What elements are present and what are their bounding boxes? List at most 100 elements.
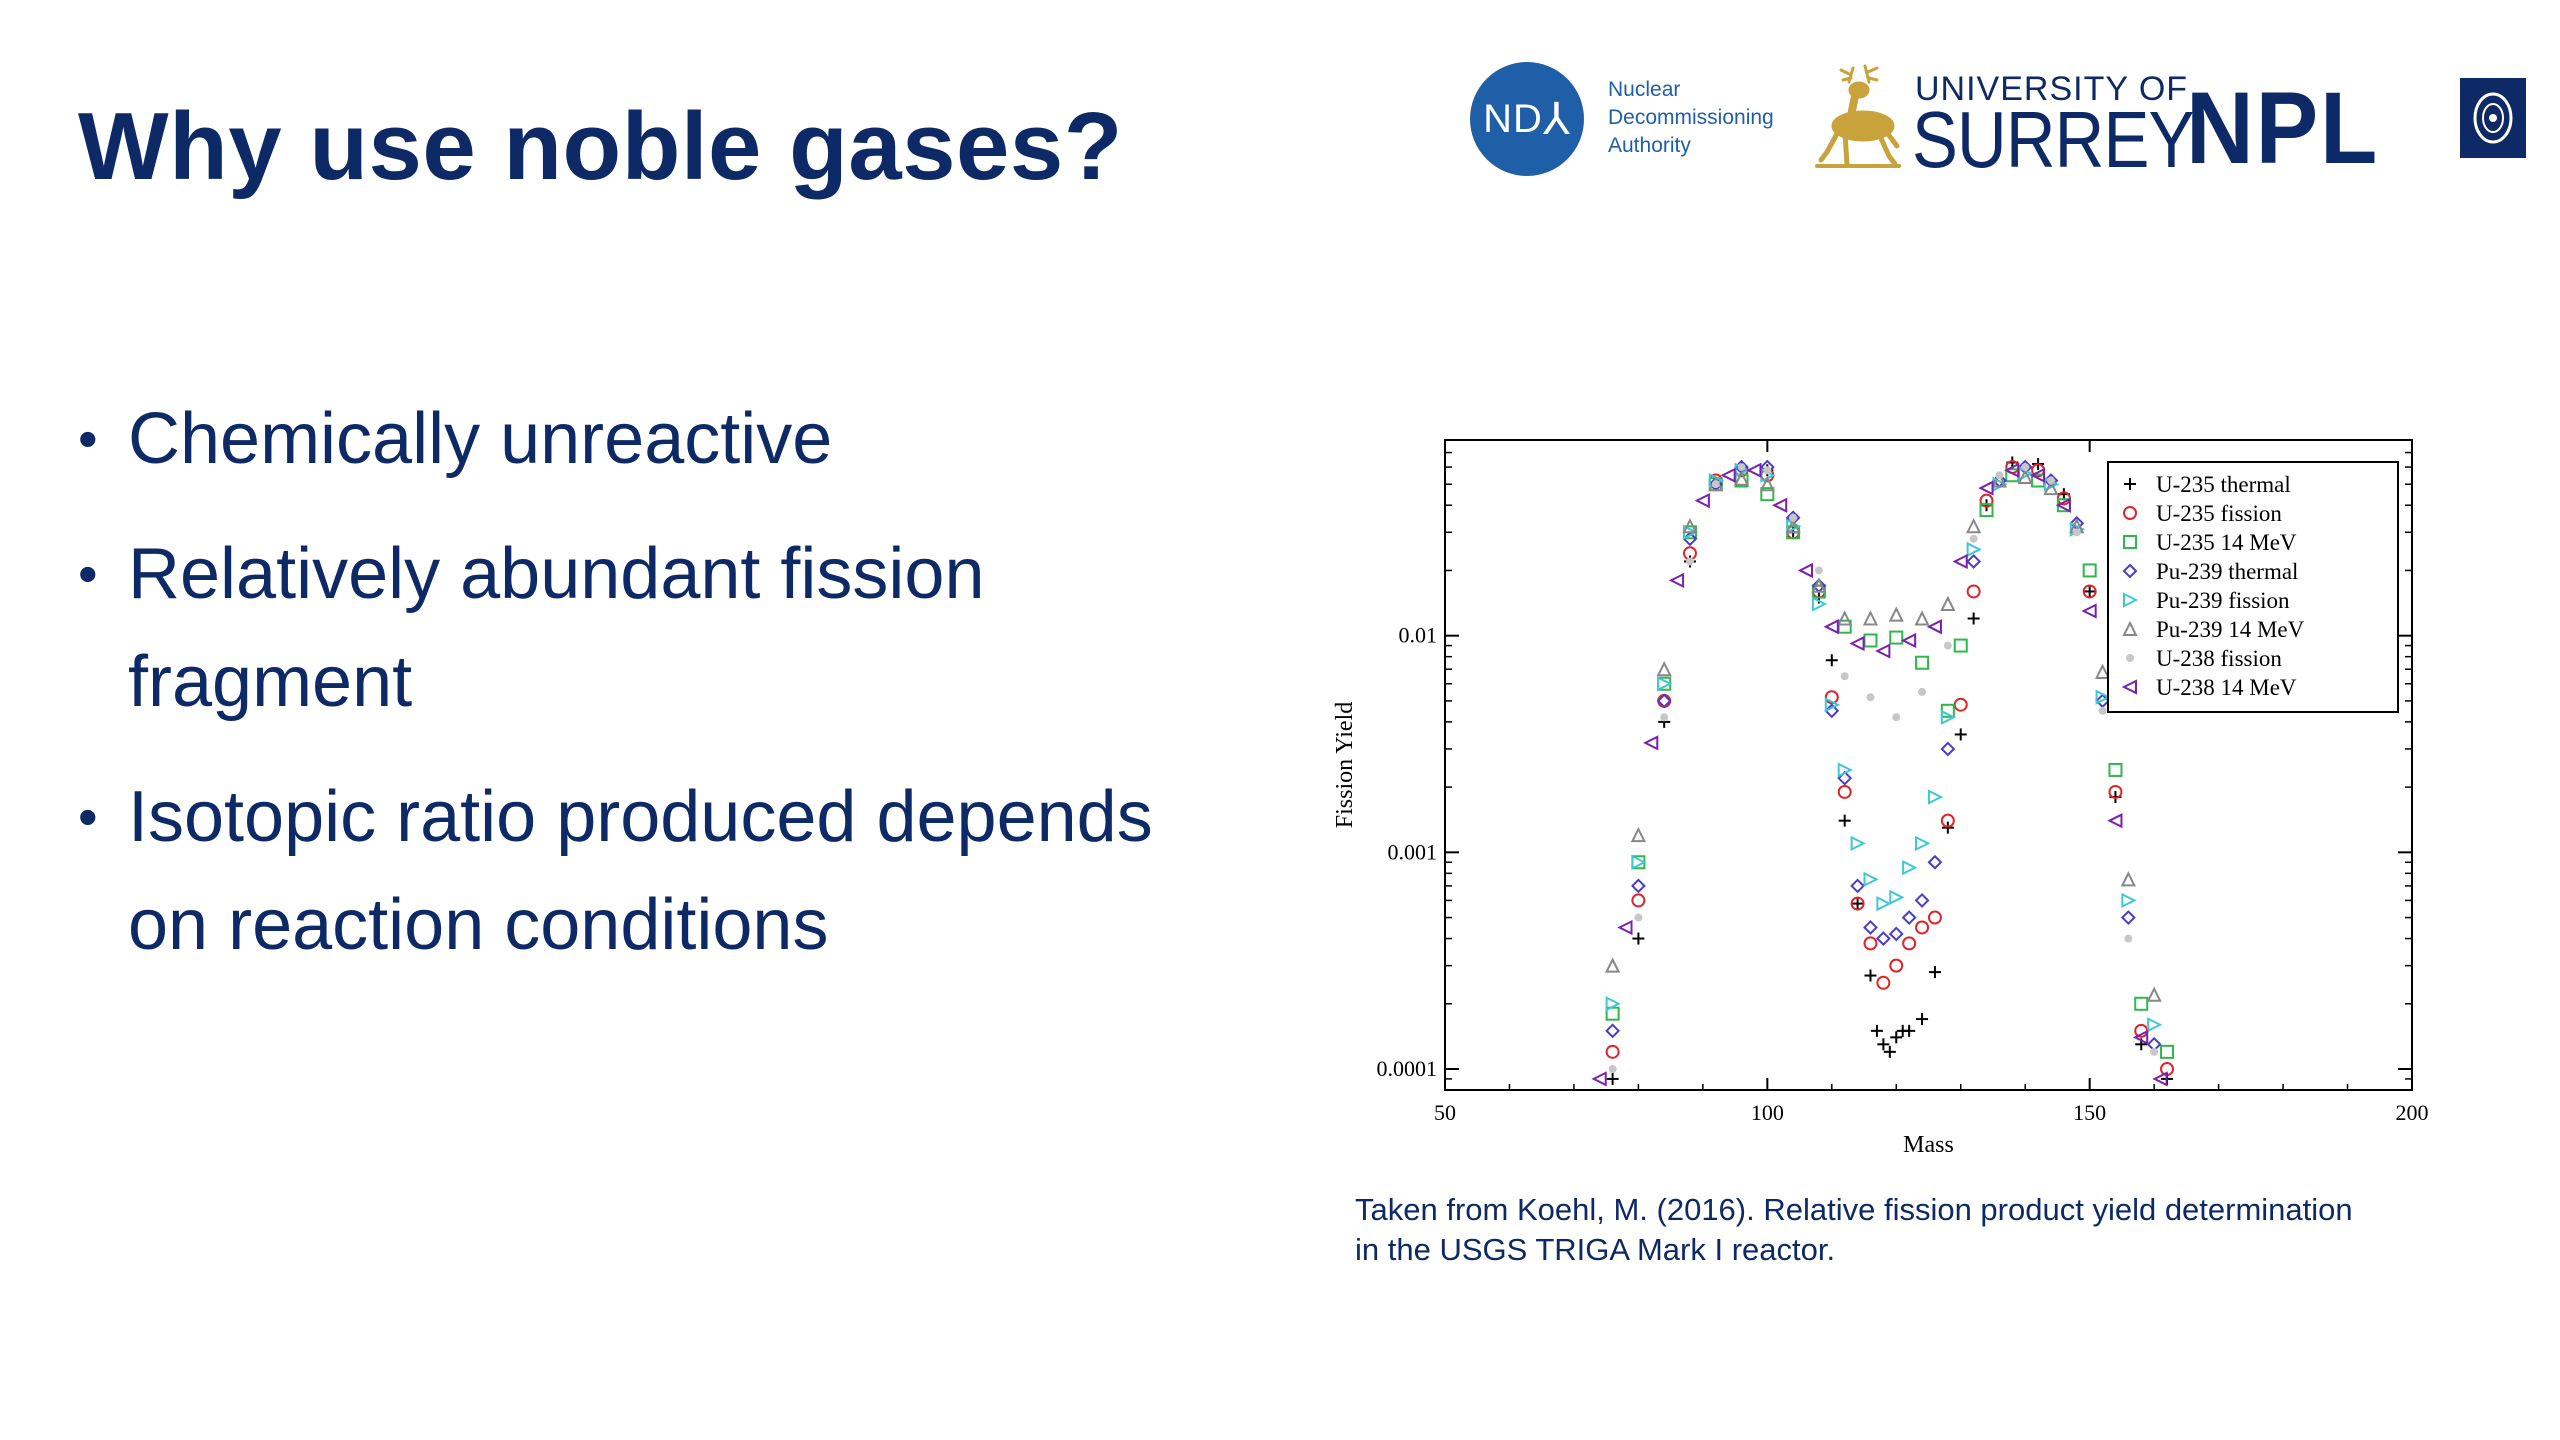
surrey-logo-title: SURREY — [1912, 95, 2194, 184]
data-point — [1943, 641, 1952, 650]
data-point — [1967, 612, 1980, 625]
data-point — [1966, 541, 1982, 558]
data-point — [1952, 553, 1968, 570]
legend-label: U-238 fission — [2156, 646, 2282, 671]
data-point — [1915, 655, 1930, 670]
data-point — [1928, 966, 1941, 979]
data-point — [2107, 813, 2123, 829]
data-point — [1631, 854, 1647, 870]
data-point — [1889, 889, 1905, 905]
bullet-text-continuation: on reaction conditions — [128, 885, 829, 965]
data-point — [1668, 572, 1685, 588]
y-tick-label: 0.001 — [1388, 839, 1438, 864]
data-point — [1953, 638, 1968, 653]
surrey-stag-icon — [1815, 64, 1901, 168]
data-point — [1915, 920, 1930, 935]
data-point — [2147, 1017, 2163, 1033]
data-point — [1900, 632, 1917, 649]
data-point — [1901, 910, 1917, 925]
legend-marker — [2123, 506, 2137, 520]
data-point — [1797, 562, 1814, 579]
x-axis-label: Mass — [1903, 1132, 1954, 1158]
data-point — [1851, 897, 1864, 910]
data-point — [1915, 835, 1931, 851]
data-point — [1682, 517, 1698, 534]
chart-legend: U-235 thermal U-235 fission U-235 14 MeV Pu… — [2107, 461, 2399, 713]
data-point — [1604, 957, 1621, 973]
nda-logo-arrow-icon: ⅄ — [1542, 94, 1571, 144]
data-point — [1916, 1013, 1929, 1026]
data-point — [1823, 619, 1839, 635]
data-point — [1643, 735, 1659, 751]
data-point — [2133, 1029, 2149, 1045]
data-point — [1837, 770, 1853, 786]
data-point — [1889, 958, 1904, 973]
data-point — [1966, 584, 1981, 599]
data-point — [1811, 596, 1828, 612]
data-point — [1785, 517, 1801, 534]
data-point — [1656, 693, 1672, 709]
data-point — [1591, 1071, 1607, 1087]
legend-marker — [2123, 592, 2139, 608]
data-point — [1991, 472, 2008, 488]
data-point — [1811, 577, 1827, 593]
data-point — [1825, 654, 1838, 667]
data-point — [1870, 1024, 1883, 1037]
data-point — [1608, 1065, 1617, 1074]
data-point — [1720, 467, 1736, 483]
data-point — [1889, 630, 1904, 645]
data-point — [2098, 706, 2107, 715]
data-point — [1737, 463, 1746, 472]
data-point — [1617, 919, 1633, 936]
legend-marker — [2122, 620, 2138, 636]
x-tick-label: 50 — [1434, 1100, 1456, 1125]
data-point — [1605, 996, 1621, 1012]
legend-label: U-235 fission — [2156, 501, 2282, 526]
nda-name-line: Authority — [1608, 134, 1691, 157]
data-point — [1711, 480, 1720, 489]
legend-marker — [2126, 654, 2134, 662]
nda-logo-mark: ND ⅄ — [1470, 62, 1584, 176]
legend-marker — [2122, 563, 2138, 579]
slide-title: Why use noble gases? — [78, 93, 1123, 200]
data-point — [1927, 910, 1942, 925]
legend-label: Pu-239 thermal — [2156, 559, 2298, 584]
data-point — [1863, 920, 1878, 935]
data-point — [1685, 557, 1694, 566]
y-axis-label: Fission Yield — [1332, 702, 1358, 828]
data-point — [1883, 1045, 1896, 1058]
bullet-item: • Isotopic ratio produced depends on rea… — [78, 763, 1278, 979]
y-tick-label: 0.01 — [1399, 623, 1438, 648]
data-point — [1634, 913, 1643, 922]
x-tick-label: 100 — [1751, 1100, 1784, 1125]
data-point — [1875, 643, 1891, 659]
data-point — [1902, 860, 1918, 876]
data-point — [1837, 784, 1852, 799]
data-point — [1837, 762, 1853, 778]
data-point — [2134, 996, 2149, 1011]
legend-label: Pu-239 fission — [2156, 588, 2290, 613]
data-point — [2150, 1047, 2159, 1056]
data-point — [1632, 932, 1645, 945]
data-point — [1760, 487, 1775, 502]
data-point — [1863, 936, 1878, 951]
data-point — [2121, 892, 2137, 909]
data-point — [2152, 1071, 2168, 1087]
data-point — [2004, 462, 2020, 478]
fission-yield-chart: 50 100 150 200 0.0001 0.001 0.01 Mass Fission Yi… — [1332, 439, 2429, 1158]
data-point — [2029, 467, 2046, 483]
data-point — [1759, 475, 1775, 492]
data-point — [2017, 468, 2033, 484]
data-point — [1979, 493, 1994, 508]
data-point — [2082, 563, 2097, 578]
data-point — [1850, 896, 1865, 911]
bullet-list: • Chemically unreactive • Relatively abu… — [78, 385, 1278, 1006]
data-point — [1631, 893, 1646, 908]
bullet-item: • Relatively abundant fission fragment — [78, 520, 1278, 736]
figure-caption: Taken from Koehl, M. (2016). Relative fi… — [1355, 1190, 2495, 1270]
data-point — [1940, 709, 1957, 725]
data-point — [1849, 635, 1865, 652]
bullet-text-continuation: fragment — [128, 642, 413, 722]
data-point — [1840, 672, 1849, 681]
chart-axes: 50 100 150 200 0.0001 0.001 0.01 Mass Fission Yi… — [1332, 439, 2429, 1158]
